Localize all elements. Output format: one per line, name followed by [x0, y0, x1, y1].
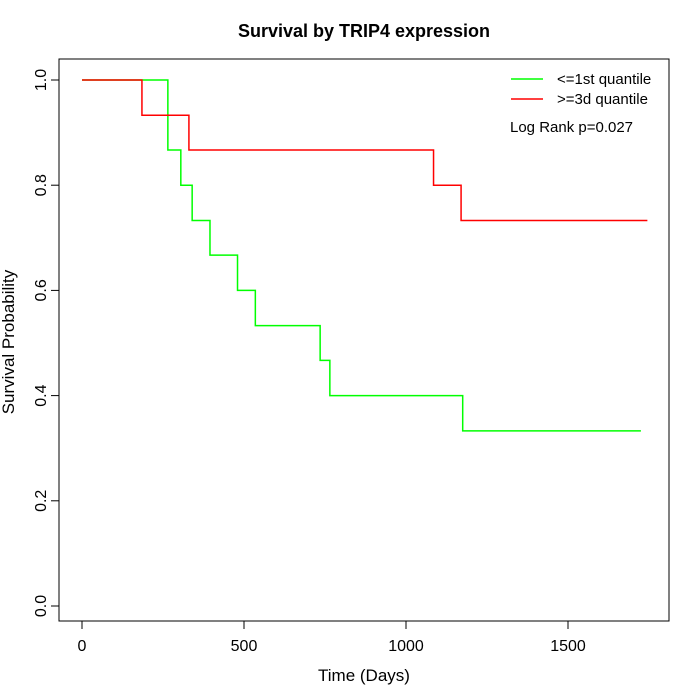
x-tick-label: 1000	[388, 638, 424, 655]
log-rank-annotation: Log Rank p=0.027	[510, 119, 633, 136]
x-tick-label: 1500	[550, 638, 586, 655]
series-line-1	[82, 79, 641, 432]
legend: <=1st quantile >=3d quantile	[511, 71, 651, 108]
legend-label: <=1st quantile	[557, 71, 651, 88]
y-tick-label: 0.2	[33, 490, 50, 512]
plot-frame	[58, 58, 670, 622]
y-tick-label: 0.4	[33, 384, 50, 406]
y-tick-label: 0.8	[33, 174, 50, 196]
x-axis-label: Time (Days)	[318, 666, 410, 685]
y-axis-label: Survival Probability	[0, 269, 18, 414]
series-line-2	[82, 79, 648, 222]
y-tick-label: 1.0	[33, 69, 50, 91]
y-axis: 0.0 0.2 0.4 0.6 0.8 1.0	[33, 69, 60, 617]
x-axis: 0 500 1000 1500	[78, 620, 586, 655]
chart-title: Survival by TRIP4 expression	[238, 21, 490, 41]
y-tick-label: 0.0	[33, 595, 50, 617]
x-tick-label: 0	[78, 638, 87, 655]
x-tick-label: 500	[231, 638, 258, 655]
y-tick-label: 0.6	[33, 279, 50, 301]
legend-label: >=3d quantile	[557, 91, 648, 108]
series-layer	[82, 79, 648, 432]
